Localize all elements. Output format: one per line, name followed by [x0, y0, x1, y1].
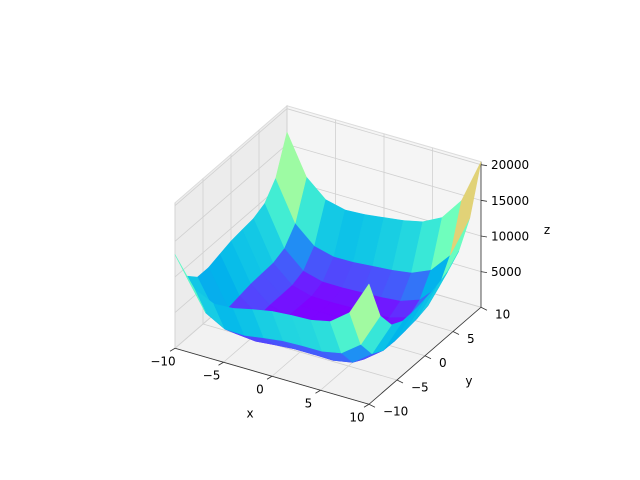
- surface-face: [349, 283, 381, 345]
- z-tick-label: 20000: [491, 158, 529, 172]
- grid-line: [286, 143, 482, 201]
- tick-mark: [480, 199, 488, 202]
- x-tick-label: 10: [349, 411, 364, 425]
- y-tick-label: −10: [383, 405, 408, 419]
- x-axis-label: x: [246, 407, 253, 421]
- surface-face: [450, 161, 482, 255]
- x-tick-label: −5: [203, 369, 221, 383]
- tick-mark: [480, 306, 488, 311]
- y-tick-label: −5: [411, 380, 429, 394]
- tick-mark: [480, 164, 488, 167]
- tick-mark: [396, 379, 404, 384]
- y-tick-label: 10: [495, 308, 510, 322]
- grid-line: [174, 108, 288, 206]
- grid-line: [286, 108, 482, 166]
- tick-mark: [480, 235, 488, 238]
- tick-mark: [368, 403, 376, 408]
- z-tick-label: 10000: [491, 229, 529, 243]
- tick-mark: [266, 375, 273, 380]
- tick-mark: [424, 355, 432, 360]
- labels: x y z: [246, 223, 550, 421]
- grid-line: [174, 144, 288, 242]
- x-tick-label: 0: [256, 383, 264, 397]
- surface-face: [275, 132, 307, 224]
- surface: [174, 132, 482, 363]
- tick-mark: [218, 361, 224, 366]
- z-axis-label: z: [544, 223, 550, 237]
- x-tick-label: −10: [150, 355, 175, 369]
- y-tick-label: 0: [439, 356, 447, 370]
- tick-mark: [169, 347, 176, 352]
- y-axis-label: y: [465, 374, 472, 388]
- surface-face: [174, 254, 206, 313]
- x-tick-label: 5: [305, 397, 313, 411]
- tick-mark: [363, 403, 370, 408]
- z-tick-label: 5000: [491, 265, 522, 279]
- y-tick-label: 5: [467, 332, 475, 346]
- tick-mark: [315, 389, 321, 394]
- tick-mark: [452, 331, 460, 335]
- tick-mark: [480, 271, 488, 274]
- z-tick-label: 15000: [491, 194, 529, 208]
